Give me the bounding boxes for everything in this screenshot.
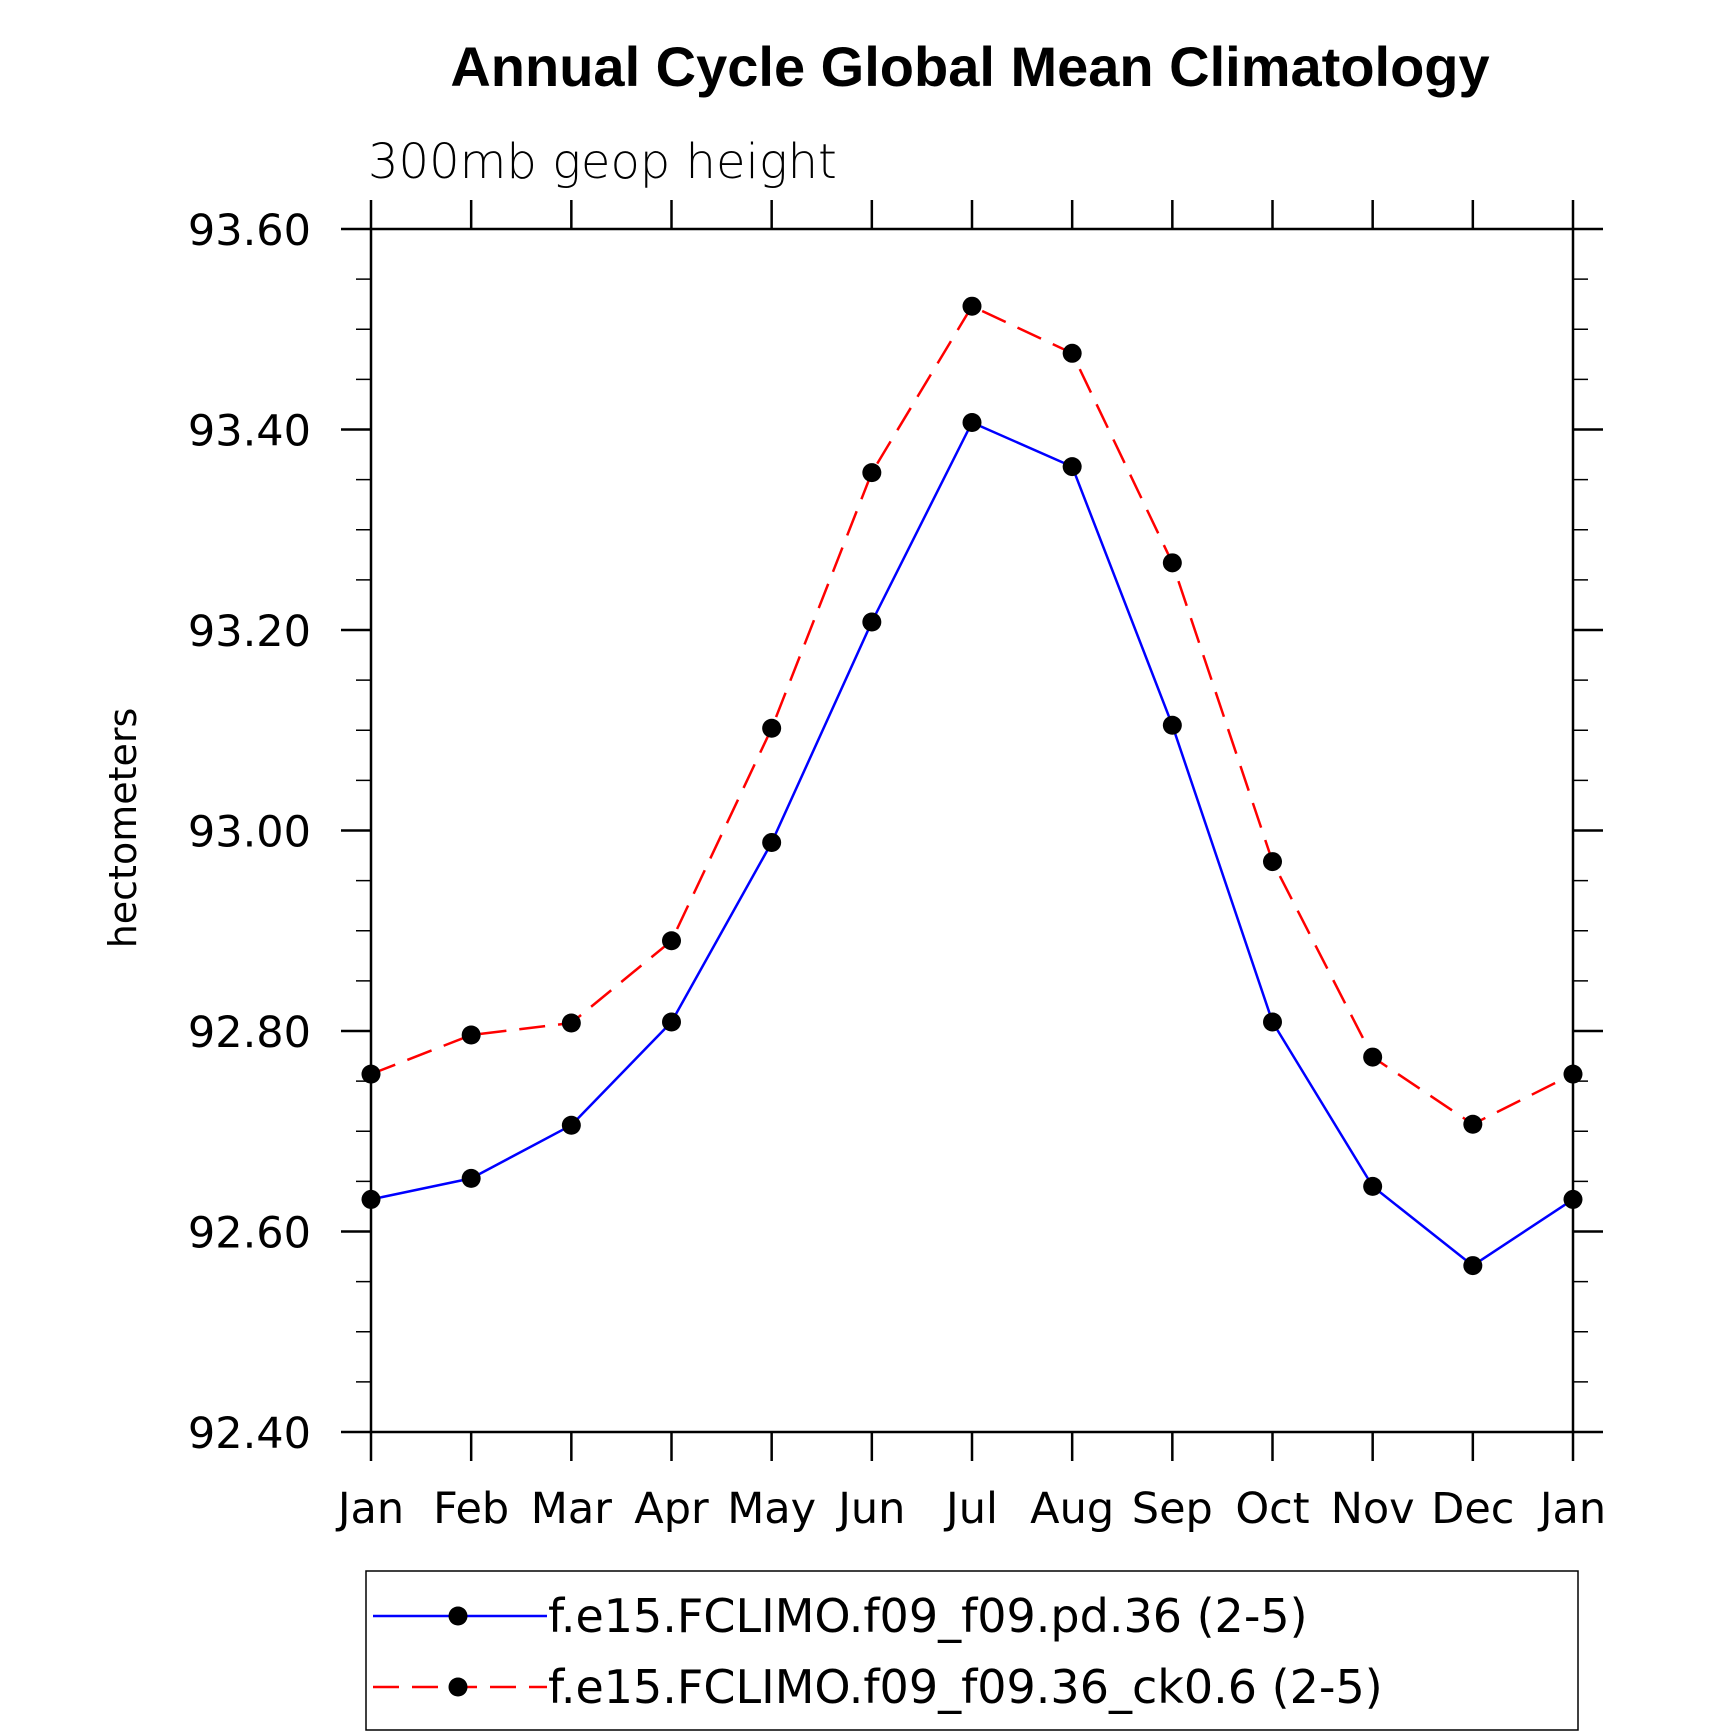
chart-subtitle: 300mb geop height xyxy=(368,134,837,190)
series-0-point xyxy=(962,412,982,432)
plot-axes: Jan Feb Mar Apr May Jun Jul Aug Sep Oct Nov Dec Jan 9… xyxy=(188,200,1606,1534)
y-tick-label: 93.40 xyxy=(188,407,311,457)
series-0-point xyxy=(1463,1256,1483,1276)
y-tick-label: 93.00 xyxy=(188,808,311,858)
legend-label-0: f.e15.FCLIMO.f09_f09.pd.36 (2-5) xyxy=(548,1589,1308,1643)
x-tick-label: Oct xyxy=(1235,1484,1309,1534)
series-1-point xyxy=(1363,1047,1383,1067)
y-tick-label: 92.80 xyxy=(188,1008,311,1058)
y-tick-label: 92.40 xyxy=(188,1409,311,1459)
series-0-point xyxy=(561,1115,581,1135)
series-1-point xyxy=(1062,343,1082,363)
plot-frame xyxy=(369,227,1575,1434)
series-0-point xyxy=(862,612,882,632)
series-1-point xyxy=(862,463,882,483)
x-tick-label: Sep xyxy=(1132,1484,1213,1534)
legend-swatch-marker-0 xyxy=(448,1606,468,1626)
y-tick-label: 92.60 xyxy=(188,1209,311,1259)
series-1-point xyxy=(461,1025,481,1045)
series-1-point xyxy=(1563,1064,1583,1084)
legend-label-1: f.e15.FCLIMO.f09_f09.36_ck0.6 (2-5) xyxy=(548,1660,1383,1714)
y-tick-label: 93.60 xyxy=(188,206,311,256)
series-1-point xyxy=(561,1013,581,1033)
series-1-point xyxy=(1162,553,1182,573)
series-0-point xyxy=(1563,1189,1583,1209)
y-axis-label: hectometers xyxy=(101,708,145,949)
x-tick-label: Jul xyxy=(943,1484,998,1534)
series-line-0 xyxy=(370,421,1574,1267)
x-tick-label: Feb xyxy=(433,1484,509,1534)
series-1-point xyxy=(1463,1114,1483,1134)
x-tick-label: Mar xyxy=(531,1484,612,1534)
legend-swatch-marker-1 xyxy=(448,1677,468,1697)
legend-box xyxy=(365,1570,1579,1731)
legend: f.e15.FCLIMO.f09_f09.pd.36 (2-5) f.e15.F… xyxy=(365,1570,1579,1731)
x-tick-label: Apr xyxy=(634,1484,709,1534)
series-0-point xyxy=(1363,1176,1383,1196)
y-tick-label: 93.20 xyxy=(188,607,311,657)
series-1-point xyxy=(662,931,681,951)
series-1-point xyxy=(1263,852,1282,872)
x-tick-label: Aug xyxy=(1030,1484,1114,1534)
series-0-point xyxy=(762,833,782,853)
x-tick-label: Dec xyxy=(1431,1484,1514,1534)
series-1-point xyxy=(762,718,782,738)
x-tick-label: Jan xyxy=(1537,1484,1606,1534)
series-0-point xyxy=(1162,715,1182,735)
series-0-point xyxy=(1263,1012,1282,1032)
series-1-point xyxy=(962,296,982,316)
plot-series xyxy=(361,296,1583,1276)
series-0-point xyxy=(461,1168,481,1188)
x-tick-label: Jan xyxy=(335,1484,404,1534)
series-0-point xyxy=(361,1189,381,1209)
x-tick-label: Jun xyxy=(835,1484,905,1534)
series-1-point xyxy=(361,1064,381,1084)
x-tick-label: Nov xyxy=(1331,1484,1415,1534)
series-0-point xyxy=(662,1012,681,1032)
chart-title: Annual Cycle Global Mean Climatology xyxy=(450,35,1489,98)
series-0-point xyxy=(1062,457,1082,477)
x-tick-label: May xyxy=(727,1484,816,1534)
